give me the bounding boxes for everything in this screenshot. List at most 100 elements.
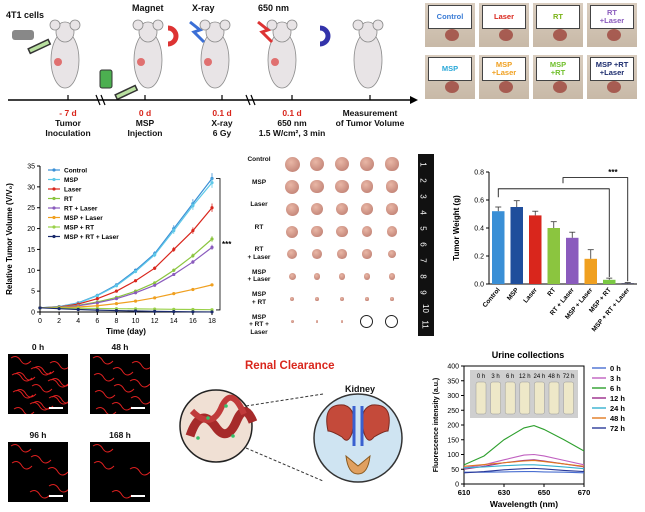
series-line — [463, 425, 585, 466]
y-tick-label: 0.4 — [474, 226, 484, 233]
vessel-mark — [131, 361, 153, 370]
x-tick-label: 14 — [170, 318, 178, 325]
x-tick-label: 8 — [114, 318, 118, 325]
data-point — [172, 309, 176, 314]
tumor-growth-chart: 0 5 10 15 20 25 30 35 0 2 4 6 8 10 12 14 16 18 Time (day) R… — [5, 164, 232, 337]
data-point — [95, 308, 99, 312]
y-tick-label: 20 — [27, 226, 35, 233]
vessel-mark — [14, 372, 36, 381]
vial — [563, 381, 574, 415]
vessel-mark — [31, 384, 53, 393]
bar — [492, 211, 505, 284]
series-line — [39, 238, 213, 309]
mouse-photo-label: MSP +RT +Laser — [590, 57, 634, 81]
timeline-step: 0 d MSP Injection — [95, 108, 195, 138]
empty-circle — [360, 314, 373, 328]
series-line — [39, 246, 213, 309]
data-point — [153, 283, 157, 287]
data-point — [191, 254, 195, 258]
magnet-icon — [167, 25, 331, 47]
tumor-sample — [336, 225, 348, 238]
ruler-tick-label: 10 — [420, 304, 430, 313]
x-tick-label: 16 — [189, 318, 197, 325]
y-tick-label: 300 — [447, 393, 459, 400]
vessel-mark — [111, 490, 133, 499]
tumor-sample — [334, 156, 350, 172]
legend-label: RT + Laser — [64, 206, 98, 213]
legend-label: RT — [64, 196, 73, 203]
timeline-day: - 7 d — [59, 108, 77, 118]
tumor-sample — [362, 249, 372, 259]
legend-label: MSP + RT + Laser — [64, 234, 119, 241]
data-point — [210, 206, 214, 210]
data-point — [76, 307, 80, 312]
vial — [504, 381, 516, 415]
data-point — [172, 229, 176, 233]
data-point — [153, 309, 157, 313]
vessel-mark — [129, 467, 151, 476]
kidney-icon — [361, 404, 390, 441]
bar — [621, 283, 634, 284]
vessel-mark — [130, 396, 152, 405]
data-point — [210, 308, 214, 312]
x-tick-label: 6 — [95, 318, 99, 325]
timeline-step: - 7 d Tumor Inoculation — [18, 108, 118, 138]
mouse-icon — [199, 19, 231, 89]
mouse-photo: Laser — [479, 3, 529, 47]
data-point — [210, 310, 214, 314]
vial-label: 48 h — [548, 374, 560, 380]
y-tick-label: 250 — [447, 408, 459, 415]
significance-bracket — [562, 177, 629, 282]
legend-label: MSP + Laser — [64, 215, 103, 222]
x-tick-label: 4 — [76, 318, 80, 325]
timeline-day: 0.1 d — [282, 108, 302, 118]
mouse-icon — [352, 19, 384, 89]
legend-label: 12 h — [610, 394, 625, 403]
micro-image — [90, 442, 151, 502]
x-tick-label: MSP — [506, 286, 521, 302]
bar — [510, 207, 523, 284]
ruler-tick-label: 4 — [418, 210, 428, 215]
vial — [490, 381, 501, 415]
data-point — [95, 301, 99, 305]
legend-label: 48 h — [610, 414, 625, 423]
tumor-row-label: MSP + Laser — [247, 268, 271, 284]
y-tick-label: 0.6 — [474, 198, 484, 205]
significance-bracket — [216, 178, 221, 311]
significance-label: *** — [222, 240, 232, 249]
mouse-photo: RT — [533, 3, 583, 47]
tumor-sample — [285, 179, 299, 194]
data-point — [95, 294, 99, 298]
mouse-icon — [266, 19, 298, 89]
timeline-step-label: MSP Injection — [127, 118, 163, 138]
vessel-mark — [13, 407, 35, 416]
data-point — [172, 247, 176, 252]
renal-illustration — [179, 389, 403, 483]
series-line — [39, 284, 213, 309]
series-line — [39, 307, 213, 311]
tumor-row-label: Laser — [250, 201, 268, 208]
bar — [584, 258, 597, 284]
data-point — [191, 307, 195, 312]
tumor-sample — [360, 157, 374, 171]
tumor-sample — [310, 179, 324, 194]
tumor-sample — [340, 320, 344, 323]
mouse-photo: RT +Laser — [587, 3, 637, 47]
mouse-photo-label: RT — [536, 5, 580, 29]
vessel-mark — [47, 467, 69, 476]
scale-bar — [49, 407, 63, 409]
legend-label: 72 h — [610, 424, 625, 433]
legend-label: Control — [64, 168, 87, 175]
vessel-mark — [48, 484, 70, 493]
data-point — [153, 307, 157, 311]
micro-image — [90, 354, 153, 416]
tumor-sample — [360, 180, 374, 193]
vessel-mark — [10, 356, 32, 365]
tumor-sample — [386, 226, 398, 237]
data-point — [210, 181, 214, 185]
kidney-label: Kidney — [345, 384, 376, 394]
vial — [475, 381, 487, 415]
mouse-photo: MSP — [425, 55, 475, 99]
tumor-row-label: MSP + RT + Laser — [249, 313, 269, 336]
micro-time-label: 96 h — [29, 430, 47, 440]
